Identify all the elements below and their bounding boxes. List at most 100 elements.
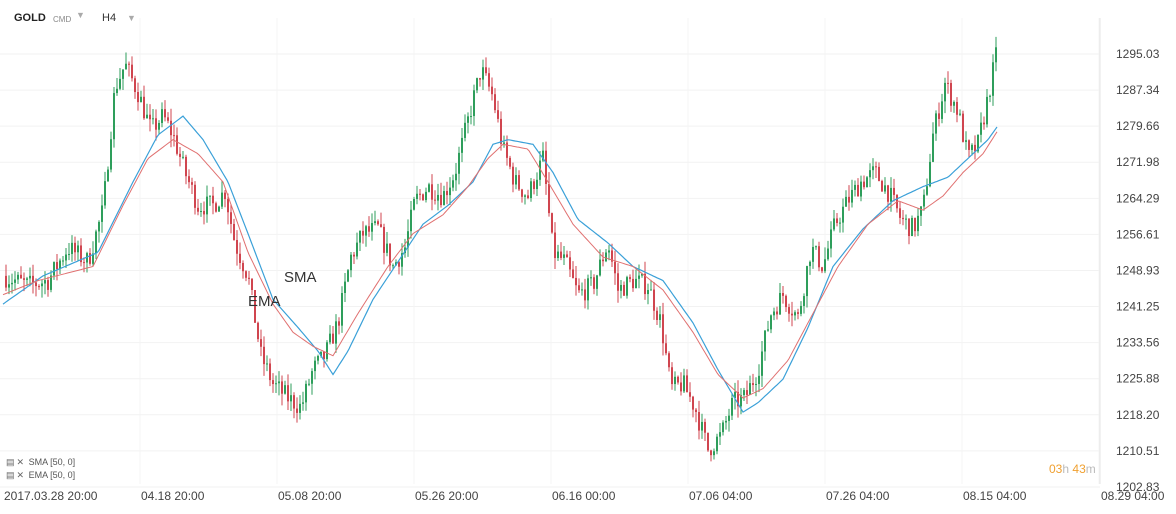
candle-body bbox=[689, 392, 691, 397]
candle-body bbox=[797, 312, 799, 314]
candle-body bbox=[953, 101, 955, 106]
candle-body bbox=[833, 218, 835, 230]
candle-body bbox=[392, 265, 394, 267]
candle-body bbox=[944, 82, 946, 102]
candle-body bbox=[824, 259, 826, 272]
candle-body bbox=[872, 166, 874, 171]
candle-body bbox=[647, 289, 649, 295]
remove-indicator-icon[interactable]: ✕ bbox=[16, 457, 25, 467]
candle-body bbox=[281, 381, 283, 394]
candle-body bbox=[506, 142, 508, 158]
candle-body bbox=[245, 271, 247, 278]
x-tick-label: 07.06 04:00 bbox=[689, 489, 753, 503]
candle-body bbox=[746, 390, 748, 395]
candle-body bbox=[449, 187, 451, 196]
candle-body bbox=[983, 122, 985, 125]
candle-body bbox=[830, 229, 832, 249]
candle-body bbox=[851, 189, 853, 203]
candle-body bbox=[428, 184, 430, 192]
candle-body bbox=[680, 382, 682, 392]
candle-body bbox=[431, 184, 433, 200]
candle-body bbox=[137, 92, 139, 103]
candle-body bbox=[56, 262, 58, 270]
candle-body bbox=[65, 254, 67, 261]
candle-body bbox=[656, 310, 658, 321]
candle-body bbox=[293, 395, 295, 409]
symbol-dropdown-icon[interactable]: ▼ bbox=[76, 10, 85, 20]
candle-body bbox=[734, 391, 736, 399]
candle-body bbox=[110, 139, 112, 170]
candle-body bbox=[932, 133, 934, 162]
candle-body bbox=[551, 213, 553, 233]
candle-body bbox=[986, 96, 988, 125]
candle-body bbox=[620, 284, 622, 291]
candle-body bbox=[440, 194, 442, 206]
candle-body bbox=[482, 67, 484, 80]
candle-body bbox=[755, 384, 757, 386]
legend-sma-params: [50, 0] bbox=[50, 457, 76, 467]
legend-ema[interactable]: ▤ ✕ EMA [50, 0] bbox=[6, 470, 75, 481]
annotation-sma: SMA bbox=[284, 269, 317, 286]
candle-body bbox=[305, 383, 307, 403]
candle-body bbox=[995, 47, 997, 63]
y-tick-label: 1218.20 bbox=[1116, 408, 1160, 422]
candle-body bbox=[836, 218, 838, 224]
candle-body bbox=[26, 278, 28, 280]
candle-body bbox=[701, 421, 703, 431]
candle-body bbox=[254, 290, 256, 323]
candle-body bbox=[68, 254, 70, 256]
candle-body bbox=[548, 183, 550, 214]
candle-body bbox=[485, 67, 487, 74]
candle-body bbox=[341, 292, 343, 326]
countdown-hours: 03 bbox=[1049, 462, 1063, 476]
symbol-label[interactable]: GOLD bbox=[14, 12, 46, 24]
candle-body bbox=[803, 296, 805, 306]
candle-body bbox=[494, 94, 496, 111]
candle-body bbox=[20, 274, 22, 279]
candle-body bbox=[452, 180, 454, 188]
candle-body bbox=[692, 396, 694, 410]
candle-body bbox=[857, 184, 859, 197]
candle-body bbox=[902, 217, 904, 220]
candle-body bbox=[584, 289, 586, 301]
candle-body bbox=[23, 278, 25, 280]
candle-body bbox=[434, 199, 436, 201]
candle-body bbox=[272, 380, 274, 385]
candle-body bbox=[518, 175, 520, 190]
indicator-settings-icon[interactable]: ▤ bbox=[6, 470, 15, 480]
candle-body bbox=[632, 278, 634, 289]
candle-body bbox=[32, 275, 34, 283]
candle-body bbox=[41, 283, 43, 287]
candle-body bbox=[299, 403, 301, 413]
candle-body bbox=[899, 208, 901, 218]
candle-body bbox=[539, 160, 541, 180]
candle-body bbox=[47, 280, 49, 290]
price-axis[interactable]: 1295.03 1287.34 1279.66 1271.98 1264.29 1256.… bbox=[1116, 47, 1160, 494]
candle-body bbox=[335, 321, 337, 344]
x-tick-label: 06.16 00:00 bbox=[552, 489, 616, 503]
symbol-type-label[interactable]: CMD bbox=[53, 15, 72, 24]
legend-sma[interactable]: ▤ ✕ SMA [50, 0] bbox=[6, 457, 75, 468]
candle-body bbox=[605, 252, 607, 262]
candle-body bbox=[557, 251, 559, 259]
candle-body bbox=[644, 273, 646, 295]
timeframe-label[interactable]: H4 bbox=[102, 12, 117, 24]
candle-body bbox=[512, 166, 514, 185]
timeframe-dropdown-icon[interactable]: ▼ bbox=[127, 13, 136, 23]
candle-body bbox=[149, 114, 151, 120]
candle-body bbox=[470, 116, 472, 118]
candle-body bbox=[776, 311, 778, 315]
indicator-settings-icon[interactable]: ▤ bbox=[6, 457, 15, 467]
candle-body bbox=[50, 275, 52, 290]
candle-body bbox=[515, 175, 517, 185]
candle-body bbox=[782, 292, 784, 296]
time-axis[interactable]: 2017.03.28 20:00 04.18 20:00 05.08 20:00 05… bbox=[4, 489, 1165, 503]
x-tick-label: 08.15 04:00 bbox=[963, 489, 1027, 503]
candle-body bbox=[599, 259, 601, 276]
candle-body bbox=[569, 257, 571, 270]
candle-body bbox=[320, 351, 322, 356]
remove-indicator-icon[interactable]: ✕ bbox=[16, 470, 25, 480]
candle-body bbox=[635, 278, 637, 289]
candle-body bbox=[653, 289, 655, 311]
